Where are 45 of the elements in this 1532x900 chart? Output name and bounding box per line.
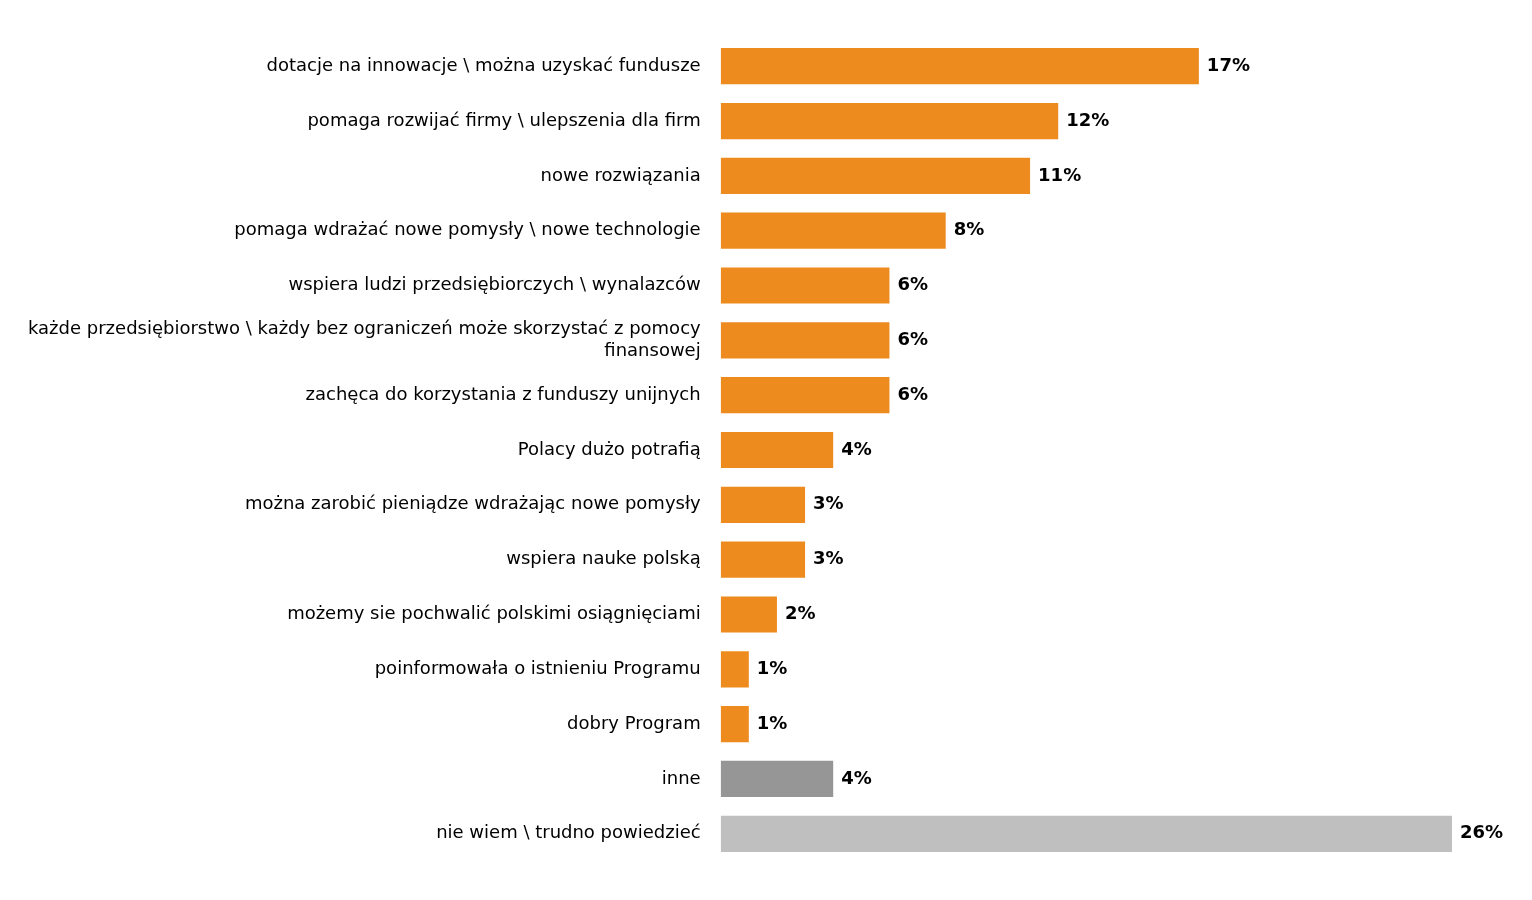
y-tick-label: pomaga rozwijać firmy \ ulepszenia dla firm: [307, 108, 701, 130]
bar: [720, 267, 890, 304]
bar: [720, 322, 890, 359]
y-tick-label: można zarobić pieniądze wdrażając nowe pomysły: [244, 492, 702, 514]
bar: [720, 706, 749, 743]
y-tick-label: każde przedsiębiorstwo \ każdy bez ograniczeń może skorzystać z pomocy finansowej: [27, 317, 702, 360]
y-tick-label: poinformowała o istnieniu Programu: [374, 656, 701, 678]
y-tick-label: dotacje na innowacje \ można uzyskać fundusze: [266, 53, 701, 75]
bar: [720, 815, 1452, 852]
data-label: 6%: [897, 382, 929, 404]
bar: [720, 760, 834, 798]
y-tick-label: wspiera ludzi przedsiębiorczych \ wynalazców: [288, 273, 701, 295]
data-label: 11%: [1038, 163, 1082, 185]
data-label: 8%: [953, 218, 985, 240]
data-label: 6%: [897, 273, 929, 295]
bar: [720, 377, 890, 414]
bar: [720, 48, 1199, 85]
bar: [720, 486, 806, 523]
y-tick-label: Polacy dużo potrafią: [517, 437, 701, 459]
data-label: 17%: [1206, 53, 1250, 75]
bar: [720, 431, 834, 469]
bar: [720, 541, 806, 578]
data-label: 26%: [1460, 821, 1504, 843]
y-tick-label: zachęca do korzystania z funduszy unijnych: [305, 382, 701, 404]
y-tick-label: nie wiem \ trudno powiedzieć: [436, 821, 701, 843]
data-label: 1%: [756, 711, 788, 733]
y-tick-label: wspiera nauke polską: [506, 547, 701, 569]
y-tick-label: dobry Program: [567, 711, 701, 733]
data-label: 3%: [813, 547, 844, 569]
y-tick-label: możemy sie pochwalić polskimi osiągnięciami: [287, 602, 701, 624]
data-label: 1%: [756, 656, 788, 678]
y-tick-label: nowe rozwiązania: [540, 163, 701, 185]
y-tick-label: inne: [661, 766, 701, 788]
data-label: 2%: [784, 602, 816, 624]
bar: [720, 596, 777, 633]
data-label: 6%: [897, 328, 929, 350]
y-tick-label: pomaga wdrażać nowe pomysły \ nowe technologie: [234, 218, 701, 240]
data-label: 3%: [813, 492, 844, 514]
data-label: 4%: [841, 766, 872, 788]
data-label: 12%: [1066, 108, 1110, 130]
data-label: 4%: [841, 437, 872, 459]
bar: [720, 212, 946, 249]
bar: [720, 102, 1059, 140]
bar: [720, 157, 1031, 194]
bar: [720, 651, 749, 688]
